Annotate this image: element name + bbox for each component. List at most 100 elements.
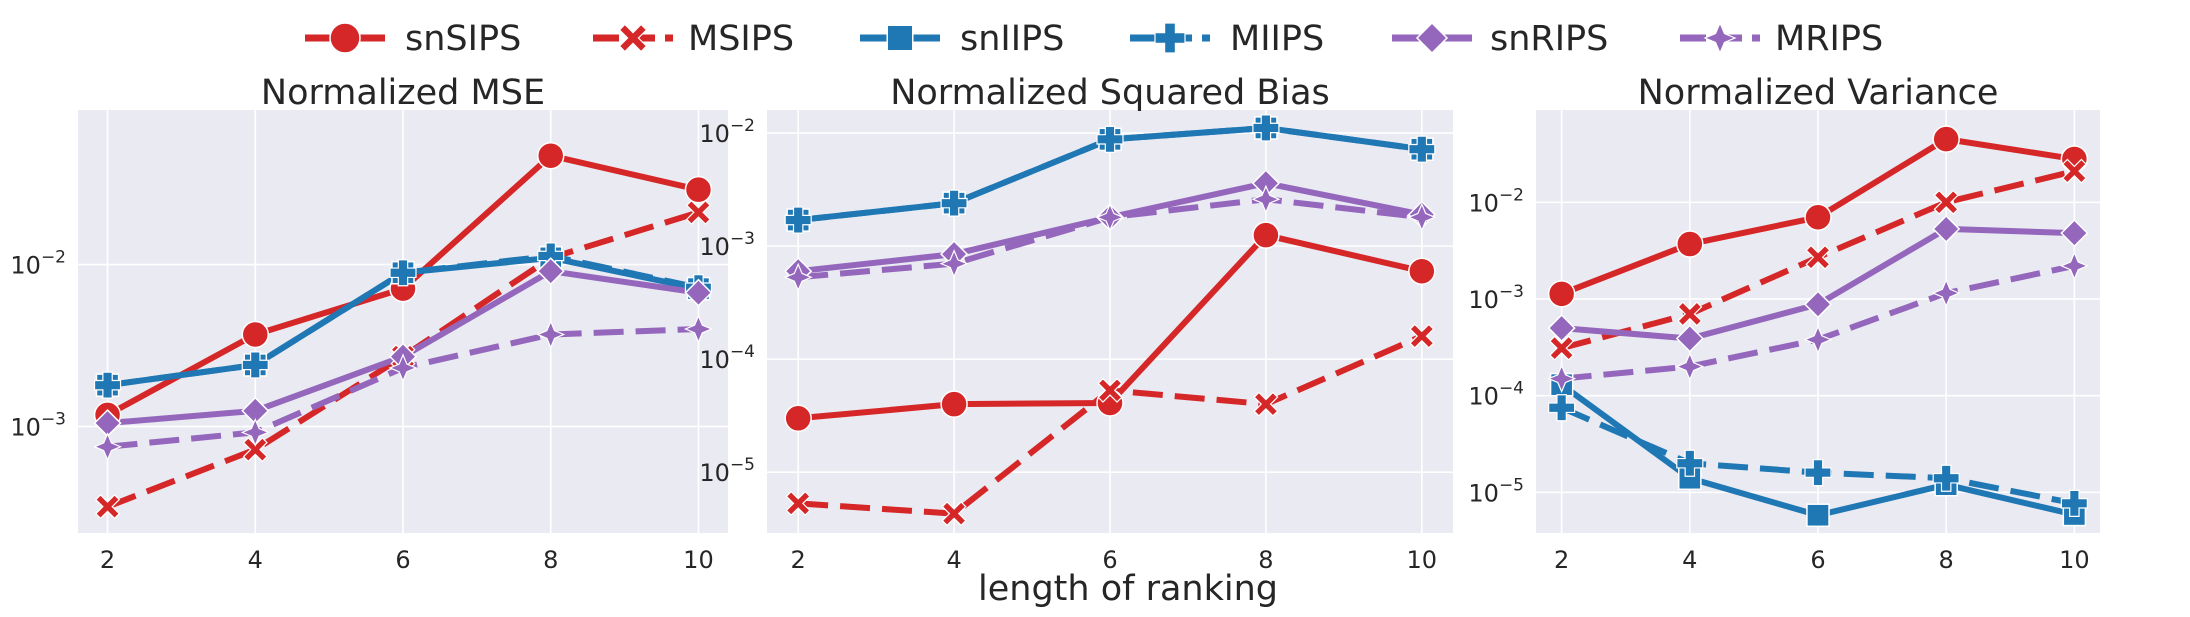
panel-variance: 2 4 6 8 10 10−5 10−4 10−3 10−2 Normalized Varianc… bbox=[1468, 73, 2100, 574]
data-point-snrips bbox=[2060, 219, 2089, 248]
y-tick-label: 10−2 bbox=[699, 116, 755, 148]
panel-mse: 2 4 6 8 10 10−3 10−2 Normalized MSE bbox=[10, 73, 728, 574]
data-point-snrips bbox=[684, 278, 713, 307]
legend-label: MIIPS bbox=[1230, 19, 1324, 59]
legend-entry-snsips: snSIPS bbox=[305, 19, 521, 59]
series-group bbox=[93, 141, 713, 520]
y-tick-label: 10−5 bbox=[1468, 475, 1524, 507]
data-point-msips bbox=[941, 501, 967, 527]
series-group bbox=[783, 114, 1437, 527]
x-tick-label: 8 bbox=[543, 546, 558, 574]
data-point-snsips bbox=[684, 175, 713, 204]
data-point-msips bbox=[1549, 335, 1575, 361]
data-point-miips bbox=[1932, 464, 1960, 492]
data-point-mrips bbox=[783, 262, 813, 292]
panel-squared-bias: 2 4 6 8 10 10−5 10−4 10−3 10−2 Normalized Squared… bbox=[699, 73, 1453, 574]
data-point-miips bbox=[1804, 459, 1832, 487]
data-point-msips bbox=[1933, 189, 1959, 215]
panel-title: Normalized MSE bbox=[261, 73, 545, 113]
x-tick-label: 6 bbox=[1102, 546, 1117, 574]
legend-entry-miips: MIIPS bbox=[1130, 19, 1324, 59]
data-point-snsips bbox=[1804, 203, 1832, 232]
panel-title: Normalized Variance bbox=[1638, 73, 1999, 113]
x-tick-label: 10 bbox=[1407, 546, 1438, 574]
data-point-snsips bbox=[1408, 257, 1436, 285]
legend-entry-sniips: snIIPS bbox=[860, 19, 1064, 59]
data-point-msips bbox=[1805, 244, 1831, 270]
x-tick-label: 4 bbox=[1682, 546, 1697, 574]
legend-label: MRIPS bbox=[1775, 19, 1883, 59]
legend-marker-diamond bbox=[1415, 21, 1449, 55]
x-tick-label: 8 bbox=[1258, 546, 1273, 574]
y-tick-label: 10−2 bbox=[10, 248, 66, 280]
x-tick-label: 6 bbox=[1810, 546, 1825, 574]
x-tick-label: 4 bbox=[248, 546, 263, 574]
x-tick-label: 10 bbox=[683, 546, 714, 574]
x-axis-label: length of ranking bbox=[978, 569, 1278, 609]
data-point-mrips bbox=[1675, 352, 1705, 382]
data-point-mrips bbox=[2059, 251, 2089, 281]
data-point-mrips bbox=[93, 432, 123, 462]
data-point-msips bbox=[1409, 323, 1435, 349]
x-tick-label: 2 bbox=[1554, 546, 1569, 574]
data-point-mrips bbox=[1407, 202, 1437, 232]
data-point-miips bbox=[1408, 135, 1436, 163]
data-point-miips bbox=[1548, 394, 1576, 422]
series-line-msips bbox=[106, 209, 700, 510]
data-point-mrips bbox=[1547, 364, 1577, 394]
data-point-snsips bbox=[1932, 125, 1960, 153]
data-point-mrips bbox=[240, 417, 270, 447]
legend-marker-circle bbox=[329, 22, 361, 54]
legend: snSIPS MSIPS snIIPS MIIPS snRIPS MRIPS bbox=[305, 19, 1883, 59]
data-point-snrips bbox=[1675, 324, 1704, 353]
x-tick-label: 2 bbox=[100, 546, 115, 574]
legend-entry-mrips: MRIPS bbox=[1680, 19, 1883, 59]
data-point-msips bbox=[242, 437, 268, 463]
legend-label: snSIPS bbox=[405, 19, 521, 59]
data-point-miips bbox=[389, 259, 417, 287]
data-point-miips bbox=[241, 351, 269, 379]
legend-marker-star bbox=[1703, 21, 1737, 55]
data-point-msips bbox=[1253, 391, 1279, 417]
data-point-msips bbox=[94, 494, 121, 520]
data-point-snsips bbox=[536, 141, 565, 170]
data-point-snsips bbox=[940, 390, 968, 418]
data-point-mrips bbox=[1803, 325, 1833, 355]
legend-label: MSIPS bbox=[688, 19, 794, 59]
data-point-mrips bbox=[939, 249, 969, 279]
series-group bbox=[1547, 125, 2089, 528]
data-point-msips bbox=[2061, 158, 2087, 184]
legend-entry-snrips: snRIPS bbox=[1392, 19, 1608, 59]
panel-title: Normalized Squared Bias bbox=[890, 73, 1330, 113]
data-point-snrips bbox=[1803, 290, 1833, 319]
y-tick-label: 10−5 bbox=[699, 455, 755, 487]
legend-marker-plus bbox=[1154, 22, 1186, 54]
data-point-msips bbox=[685, 199, 712, 225]
data-point-snsips bbox=[1676, 230, 1704, 258]
series-line-miips bbox=[797, 124, 1423, 224]
y-tick-label: 10−3 bbox=[10, 410, 66, 442]
data-point-miips bbox=[1252, 114, 1280, 142]
chart-panels: 2 4 6 8 10 10−3 10−2 Normalized MSE 2 4 6 8 10 10−5 10… bbox=[10, 73, 2100, 574]
legend-label: snRIPS bbox=[1490, 19, 1608, 59]
x-tick-label: 4 bbox=[946, 546, 961, 574]
data-point-msips bbox=[785, 490, 811, 516]
data-point-mrips bbox=[1095, 202, 1125, 232]
data-point-mrips bbox=[388, 353, 418, 383]
data-point-miips bbox=[2060, 489, 2088, 517]
data-point-sniips bbox=[1806, 503, 1830, 528]
x-tick-label: 2 bbox=[791, 546, 806, 574]
data-point-snrips bbox=[536, 257, 565, 286]
data-point-msips bbox=[1097, 377, 1123, 403]
data-point-snsips bbox=[241, 320, 270, 349]
y-tick-label: 10−3 bbox=[699, 229, 755, 261]
data-point-snrips bbox=[1547, 314, 1576, 343]
legend-label: snIIPS bbox=[960, 19, 1064, 59]
y-tick-label: 10−4 bbox=[699, 342, 755, 374]
x-tick-label: 8 bbox=[1939, 546, 1954, 574]
data-point-snsips bbox=[1547, 280, 1576, 308]
legend-marker-square bbox=[886, 24, 914, 52]
data-point-mrips bbox=[1931, 278, 1961, 308]
y-tick-label: 10−2 bbox=[1468, 185, 1524, 217]
